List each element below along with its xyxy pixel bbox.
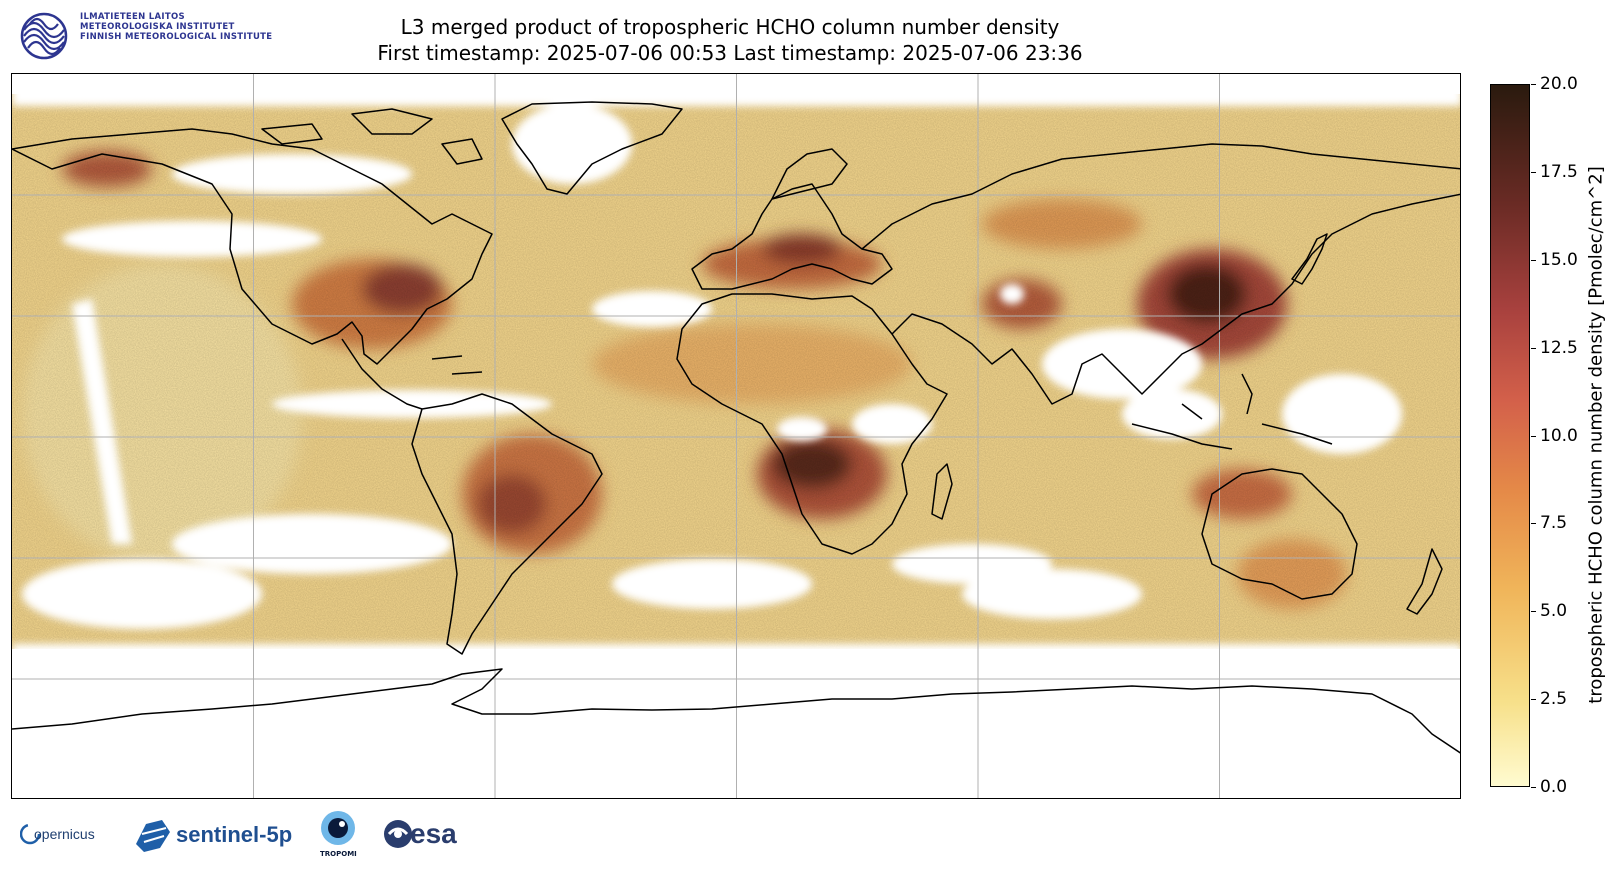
coast-antarctica bbox=[12, 668, 1460, 754]
fmi-logo: ILMATIETEEN LAITOS METEOROLOGISKA INSTIT… bbox=[20, 12, 300, 60]
coast-south-america bbox=[411, 393, 603, 655]
colorbar-tick: 2.5 bbox=[1531, 691, 1567, 708]
coast-south-asia bbox=[891, 193, 1460, 405]
coastlines bbox=[12, 101, 1460, 754]
colorbar-tick: 5.0 bbox=[1531, 603, 1567, 620]
coast-caribbean bbox=[431, 355, 483, 375]
colorbar-label: tropospheric HCHO column number density … bbox=[1585, 166, 1607, 704]
colorbar-tick: 17.5 bbox=[1531, 164, 1578, 181]
coast-central-america bbox=[341, 338, 423, 410]
fmi-name: ILMATIETEEN LAITOS METEOROLOGISKA INSTIT… bbox=[80, 12, 272, 42]
world-map bbox=[12, 74, 1460, 798]
esa-logo: esa bbox=[382, 816, 457, 856]
colorbar-tick: 0.0 bbox=[1531, 779, 1567, 796]
sentinel-text: sentinel-5p bbox=[176, 822, 293, 847]
tropomi-text: TROPOMI bbox=[320, 850, 357, 858]
coast-scandinavia bbox=[771, 148, 848, 200]
copernicus-icon bbox=[19, 823, 41, 845]
map-panel bbox=[11, 73, 1461, 799]
fmi-name-en: FINNISH METEOROLOGICAL INSTITUTE bbox=[80, 32, 273, 42]
fmi-name-sv: METEOROLOGISKA INSTITUTET bbox=[80, 22, 235, 32]
map-title: L3 merged product of tropospheric HCHO c… bbox=[330, 14, 1130, 66]
esa-emblem-icon bbox=[384, 820, 412, 848]
sentinel-logo: sentinel-5p bbox=[132, 814, 292, 858]
fmi-emblem-icon bbox=[20, 12, 68, 60]
colorbar-tick: 10.0 bbox=[1531, 428, 1578, 445]
esa-text: esa bbox=[410, 818, 457, 849]
colorbar-tick: 15.0 bbox=[1531, 252, 1578, 269]
colorbar bbox=[1490, 84, 1530, 787]
tropomi-eye-icon bbox=[321, 811, 355, 845]
tropomi-logo: TROPOMI bbox=[316, 810, 360, 858]
coast-new-zealand bbox=[1406, 548, 1443, 615]
coast-north-america bbox=[12, 128, 493, 365]
coast-japan bbox=[1291, 233, 1328, 285]
copernicus-logo: opernicus bbox=[19, 820, 110, 854]
satellite-icon bbox=[136, 820, 170, 852]
coast-greenland bbox=[501, 101, 683, 195]
coast-africa bbox=[676, 293, 948, 555]
copernicus-text: opernicus bbox=[34, 826, 95, 842]
fmi-name-fi: ILMATIETEEN LAITOS bbox=[80, 12, 185, 22]
coast-europe bbox=[691, 183, 893, 290]
colorbar-tick: 7.5 bbox=[1531, 515, 1567, 532]
gridlines bbox=[12, 74, 1460, 798]
colorbar-tick: 12.5 bbox=[1531, 340, 1578, 357]
coast-australia bbox=[1201, 468, 1358, 600]
coast-maritime-se-asia bbox=[1131, 373, 1333, 450]
coast-arctic-islands bbox=[261, 108, 483, 165]
partner-logos: opernicus sentinel-5p TROPOMI esa bbox=[19, 810, 520, 866]
title-line-1: L3 merged product of tropospheric HCHO c… bbox=[400, 15, 1060, 39]
colorbar-tick: 20.0 bbox=[1531, 76, 1578, 93]
title-line-2: First timestamp: 2025-07-06 00:53 Last t… bbox=[377, 41, 1083, 65]
coast-madagascar bbox=[931, 463, 953, 520]
coast-north-asia bbox=[861, 143, 1460, 250]
